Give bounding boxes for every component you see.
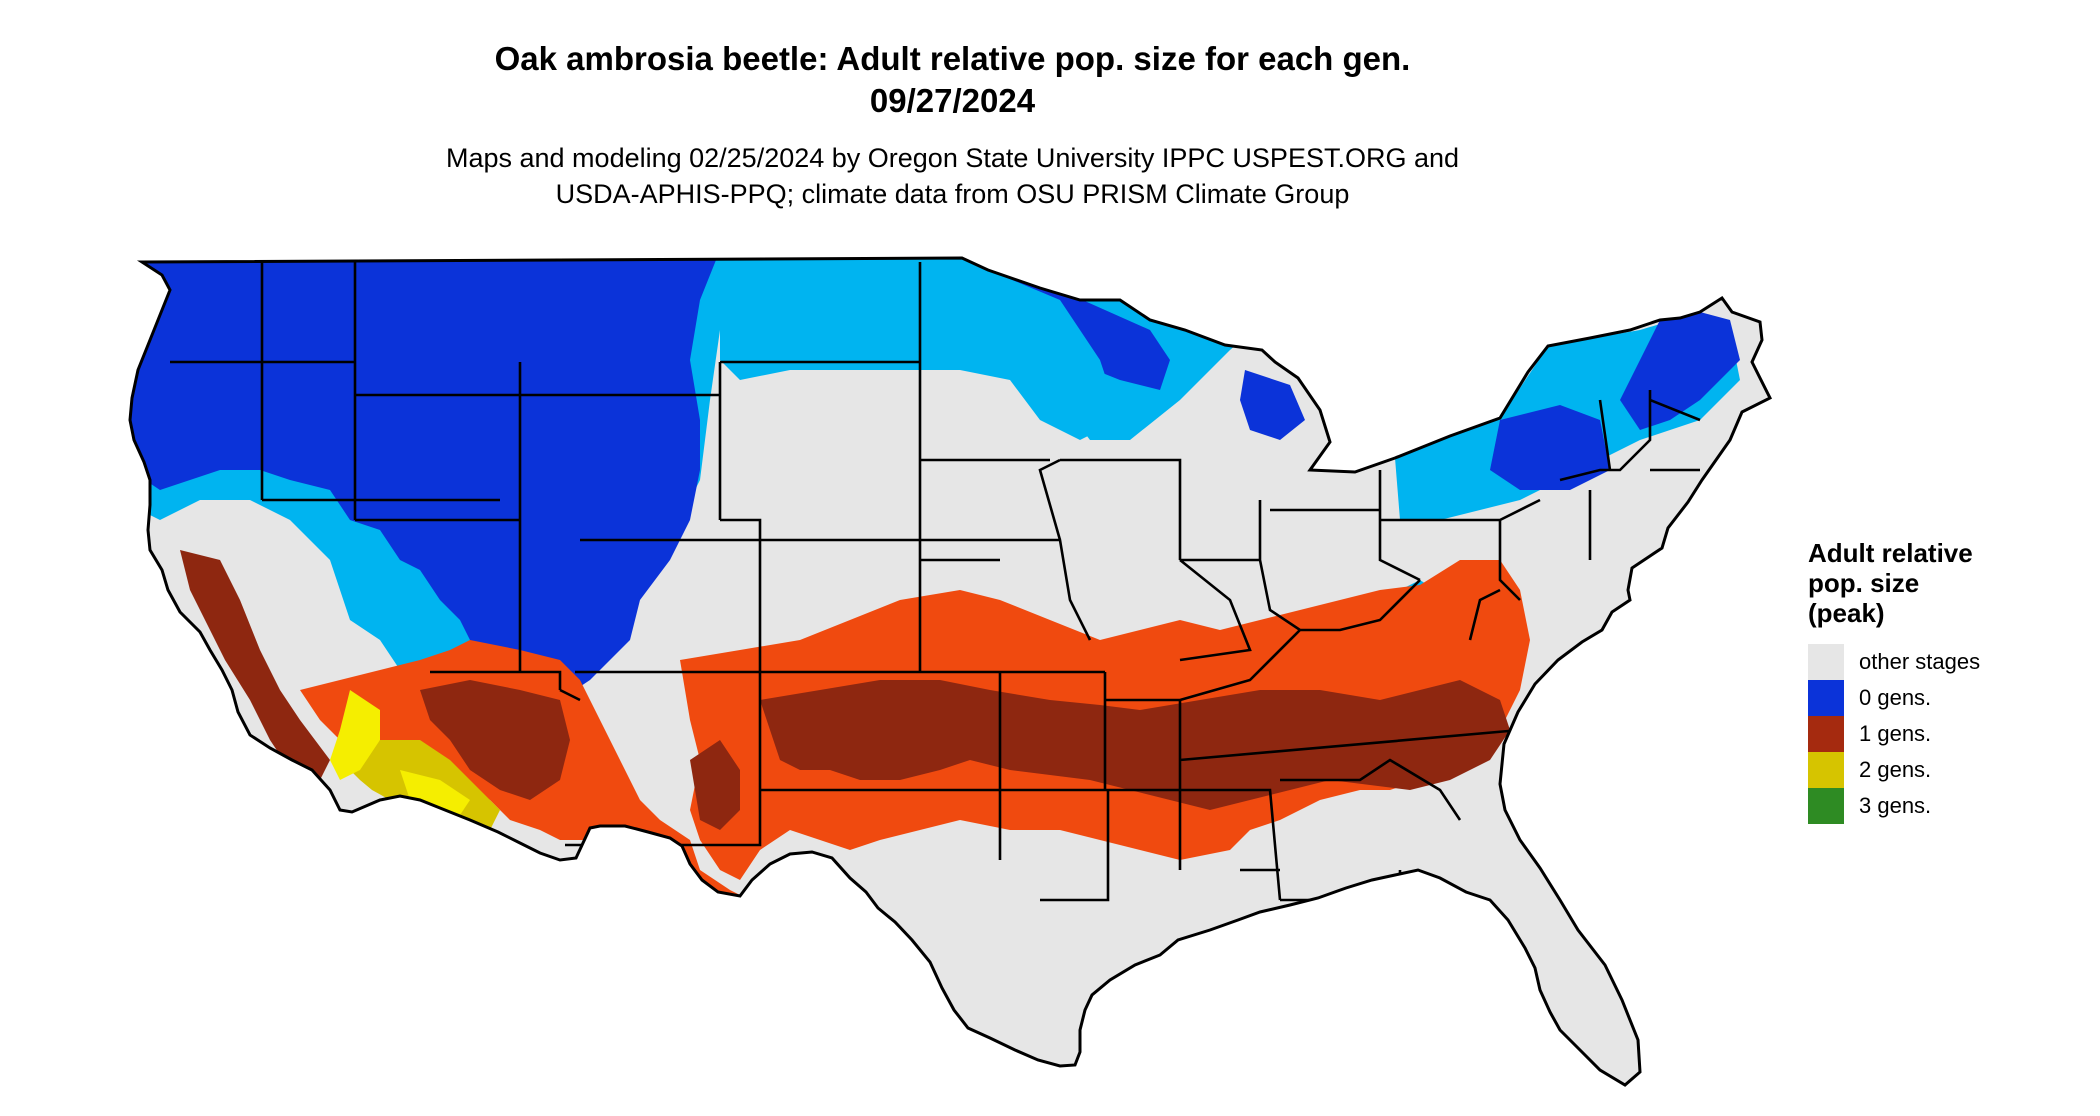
legend-swatch [1808, 644, 1844, 680]
legend-swatch [1808, 716, 1844, 752]
zone-one-gen-dark-core [760, 680, 1510, 810]
title-block: Oak ambrosia beetle: Adult relative pop.… [0, 38, 1905, 212]
legend-items: other stages 0 gens. 1 gens. 2 gens. 3 g… [1808, 644, 2048, 824]
legend-item-2-gens: 2 gens. [1808, 752, 2048, 788]
map-title: Oak ambrosia beetle: Adult relative pop.… [0, 38, 1905, 122]
zone-one-gen-dark-west [180, 550, 330, 780]
legend-title: Adult relative pop. size (peak) [1808, 538, 2048, 628]
legend-label: 1 gens. [1859, 721, 1932, 746]
legend-title-line: (peak) [1808, 598, 1885, 628]
legend-item-other-stages: other stages [1808, 644, 2048, 680]
zone-zero-gens-dark-michigan [1240, 370, 1305, 440]
title-line-1: Oak ambrosia beetle: Adult relative pop.… [494, 40, 1411, 77]
zone-one-gen-dark-texas-west [690, 740, 740, 830]
zone-two-gens-florida [1320, 960, 1420, 1085]
zone-two-gens-florida-bright [1320, 960, 1370, 1000]
legend-item-3-gens: 3 gens. [1808, 788, 2048, 824]
legend-item-0-gens: 0 gens. [1808, 680, 2048, 716]
map-subtitle: Maps and modeling 02/25/2024 by Oregon S… [0, 140, 1905, 212]
title-line-2: 09/27/2024 [869, 82, 1036, 119]
legend: Adult relative pop. size (peak) other st… [1808, 538, 2048, 824]
legend-swatch [1808, 680, 1844, 716]
legend-title-line: Adult relative [1808, 538, 1973, 568]
zone-two-gens-texas-bright [800, 940, 880, 985]
legend-swatch [1808, 788, 1844, 824]
subtitle-line-1: Maps and modeling 02/25/2024 by Oregon S… [445, 143, 1460, 173]
legend-item-1-gens: 1 gens. [1808, 716, 2048, 752]
zone-one-gen-dark-southwest [420, 680, 570, 800]
legend-label: 2 gens. [1859, 757, 1932, 782]
zone-two-gens-california [330, 690, 380, 780]
legend-title-line: pop. size [1808, 568, 1920, 598]
legend-swatch [1808, 752, 1844, 788]
zone-two-gens-texas [800, 940, 920, 1050]
zone-zero-gens-dark-newyork [1490, 405, 1610, 490]
legend-label: other stages [1859, 649, 1981, 674]
legend-label: 0 gens. [1859, 685, 1932, 710]
subtitle-line-2: USDA-APHIS-PPQ; climate data from OSU PR… [555, 179, 1350, 209]
legend-label: 3 gens. [1859, 793, 1932, 818]
